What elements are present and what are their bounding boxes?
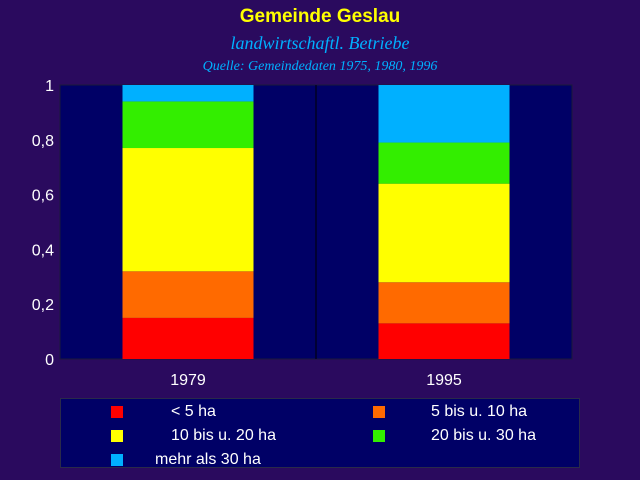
legend-label-5-10: 5 bis u. 10 ha — [431, 403, 528, 420]
chart-subtitle: landwirtschaftl. Betriebe — [230, 33, 410, 53]
legend-label-20-30: 20 bis u. 30 ha — [431, 427, 536, 444]
bar-segment-1995-0 — [378, 323, 510, 359]
x-tick-label-1979: 1979 — [170, 372, 206, 389]
x-tick-label-1995: 1995 — [426, 372, 462, 389]
bar-segment-1979-2 — [122, 148, 254, 272]
bar-segment-1995-3 — [378, 142, 510, 184]
bar-segment-1995-1 — [378, 282, 510, 324]
legend-swatch-10-20 — [111, 430, 123, 442]
legend-swatch-5-10 — [373, 406, 385, 418]
bar-segment-1979-1 — [122, 271, 254, 318]
stacked-bar-chart: 0 0,2 0,4 0,6 0,8 1 1979 1995 — [32, 78, 573, 389]
y-tick-label: 1 — [45, 78, 54, 95]
bar-segment-1995-2 — [378, 183, 510, 283]
y-tick-label: 0,2 — [32, 297, 54, 314]
bar-segment-1979-3 — [122, 101, 254, 149]
legend-swatch-gt30 — [111, 454, 123, 466]
y-tick-label: 0,4 — [32, 242, 54, 259]
bar-segment-1979-4 — [122, 85, 254, 102]
legend-swatch-lt5 — [111, 406, 123, 418]
legend-label-10-20: 10 bis u. 20 ha — [171, 427, 276, 444]
y-tick-label: 0 — [45, 352, 54, 369]
bar-segment-1995-4 — [378, 85, 510, 143]
bar-segment-1979-0 — [122, 317, 254, 359]
y-tick-label: 0,8 — [32, 133, 54, 150]
legend-label-lt5: < 5 ha — [171, 403, 216, 420]
y-tick-label: 0,6 — [32, 188, 54, 205]
legend-label-gt30: mehr als 30 ha — [155, 451, 261, 468]
legend-swatch-20-30 — [373, 430, 385, 442]
chart-title: Gemeinde Geslau — [239, 6, 401, 27]
legend: < 5 ha 5 bis u. 10 ha 10 bis u. 20 ha 20… — [60, 398, 580, 468]
chart-source: Quelle: Gemeindedaten 1975, 1980, 1996 — [202, 59, 438, 74]
